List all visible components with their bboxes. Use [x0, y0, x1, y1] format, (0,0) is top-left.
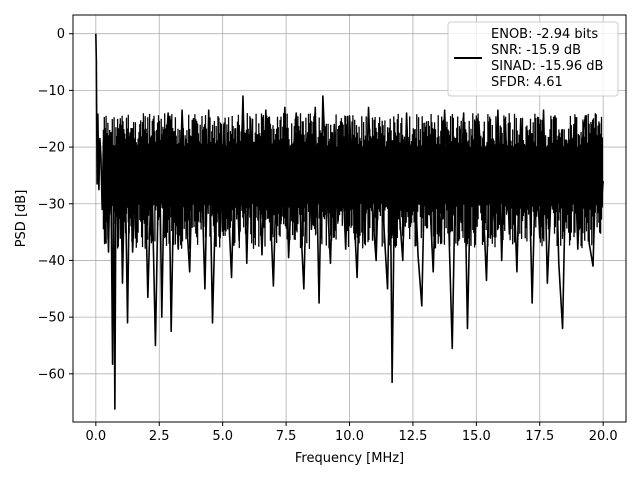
- x-tick-label: 20.0: [589, 429, 618, 444]
- y-tick-label: −40: [38, 254, 65, 269]
- y-tick-label: −50: [38, 311, 65, 326]
- legend-box: [447, 21, 619, 97]
- x-tick-label: 5.0: [212, 429, 233, 444]
- y-tick-label: −30: [38, 197, 65, 212]
- legend-text-sfdr: SFDR: 4.61: [491, 75, 563, 90]
- series-line-psd: [95, 33, 604, 410]
- legend-text-sinad: SINAD: -15.96 dB: [491, 59, 603, 74]
- y-tick-label: −60: [38, 367, 65, 382]
- x-tick-label: 0.0: [85, 429, 106, 444]
- legend: ENOB: -2.94 bits SNR: -15.9 dB SINAD: -1…: [447, 21, 619, 97]
- x-tick-label: 7.5: [276, 429, 297, 444]
- x-axis-label: Frequency [MHz]: [295, 451, 404, 466]
- legend-text-enob: ENOB: -2.94 bits: [491, 27, 598, 42]
- x-tick-label: 2.5: [149, 429, 170, 444]
- x-tick-label: 17.5: [525, 429, 554, 444]
- x-tick-label: 10.0: [335, 429, 364, 444]
- x-tick-label: 12.5: [398, 429, 427, 444]
- y-tick-label: −20: [38, 141, 65, 156]
- series-layer: [95, 33, 604, 410]
- x-tick-label: 15.0: [462, 429, 491, 444]
- y-axis-label: PSD [dB]: [14, 190, 29, 248]
- x-axis: 0.0 2.5 5.0 7.5 10.0 12.5 15.0 17.5 20.0: [85, 422, 618, 444]
- y-axis: 0 −10 −20 −30 −40 −50 −60: [38, 27, 73, 382]
- y-tick-label: −10: [38, 84, 65, 99]
- legend-text-snr: SNR: -15.9 dB: [491, 43, 581, 58]
- y-tick-label: 0: [57, 27, 65, 42]
